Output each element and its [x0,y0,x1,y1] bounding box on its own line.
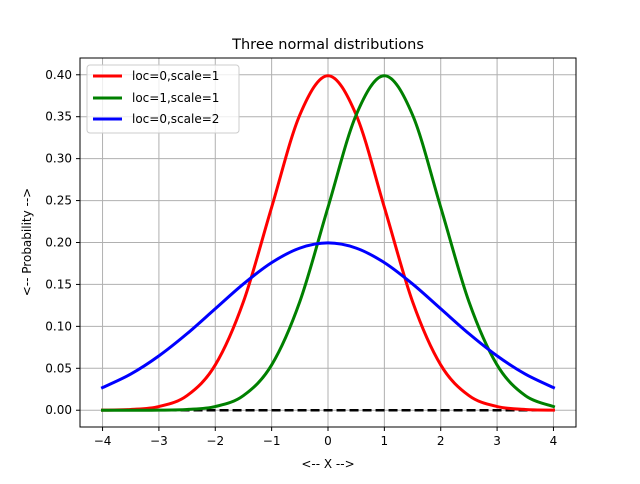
legend-label: loc=0,scale=2 [132,112,219,126]
y-tick-label: 0.00 [45,403,72,417]
y-tick-label: 0.35 [45,110,72,124]
series-line-red [101,74,555,412]
series-layer [100,74,556,412]
y-tick-label: 0.05 [45,361,72,375]
x-tick-label: 1 [381,434,389,448]
x-tick-label: −1 [263,434,281,448]
legend-label: loc=1,scale=1 [132,91,219,105]
x-tick-label: 2 [437,434,445,448]
x-axis-ticks: −4 −3 −2 −1 0 1 2 3 4 [94,427,558,448]
y-axis-label: <-- Probability --> [20,188,34,297]
series-line-green [101,74,556,412]
y-tick-label: 0.25 [45,194,72,208]
y-tick-label: 0.20 [45,236,72,250]
x-tick-label: −2 [206,434,224,448]
x-tick-label: −3 [150,434,168,448]
chart-title: Three normal distributions [231,37,424,53]
y-tick-label: 0.10 [45,319,72,333]
x-tick-label: 3 [493,434,501,448]
x-tick-label: −4 [94,434,112,448]
legend: loc=0,scale=1 loc=1,scale=1 loc=0,scale=… [86,64,240,134]
y-tick-label: 0.15 [45,277,72,291]
y-tick-label: 0.40 [45,68,72,82]
legend-label: loc=0,scale=1 [132,69,219,83]
x-axis-label: <-- X --> [301,457,354,471]
legend-box [86,64,240,134]
x-tick-label: 0 [324,434,332,448]
x-tick-label: 4 [550,434,558,448]
y-axis-ticks: 0.00 0.05 0.10 0.15 0.20 0.25 0.30 0.35 0.40 [45,68,80,417]
series-line-blue [100,241,556,390]
y-tick-label: 0.30 [45,152,72,166]
